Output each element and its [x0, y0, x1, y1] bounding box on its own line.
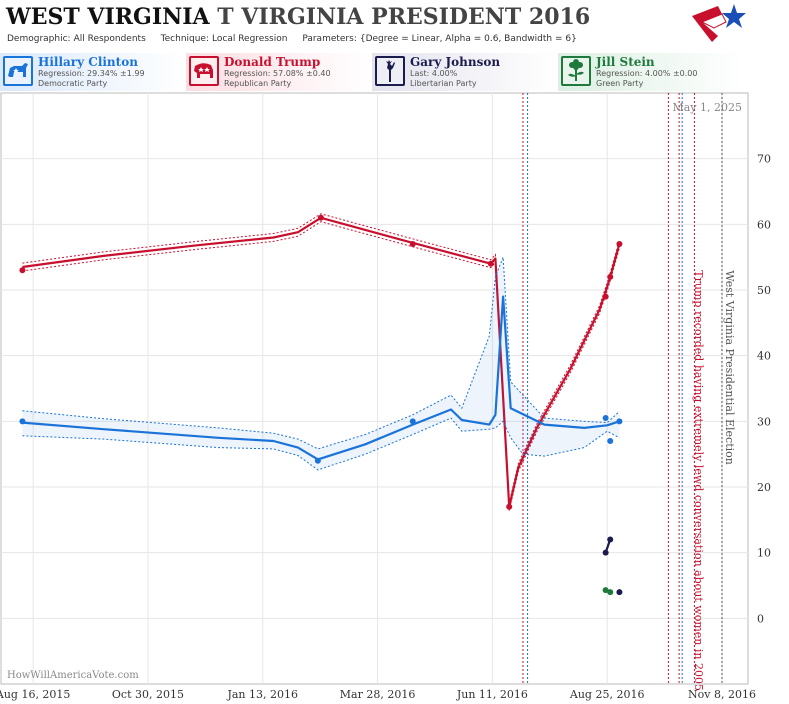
y-tick-label: 20: [757, 481, 771, 494]
data-point: [607, 438, 614, 445]
data-point: [616, 589, 623, 596]
data-point: [607, 536, 614, 543]
candidate-card-johnson[interactable]: Gary Johnson Last: 4.00% Libertarian Par…: [372, 53, 558, 91]
data-point: [607, 589, 614, 596]
candidate-card-stein[interactable]: Jill Stein Regression: 4.00% ±0.00 Green…: [558, 53, 744, 91]
data-point: [602, 293, 609, 300]
candidate-name: Donald Trump: [224, 55, 321, 69]
candidate-party: Libertarian Party: [410, 79, 477, 88]
band-lower-line: [22, 417, 620, 471]
y-tick-label: 50: [757, 284, 771, 297]
y-tick-label: 70: [757, 153, 771, 166]
data-point: [409, 418, 416, 425]
data-point: [19, 418, 26, 425]
data-point: [317, 214, 324, 221]
x-tick-label: Jun 11, 2016: [456, 688, 528, 701]
data-point: [616, 418, 623, 425]
y-tick-label: 60: [757, 218, 771, 231]
x-tick-label: Nov 8, 2016: [688, 688, 756, 701]
data-point: [409, 241, 416, 248]
param-value: {Degree = Linear, Alpha = 0.6, Bandwidth…: [359, 34, 577, 44]
confidence-band: [22, 257, 620, 470]
data-point: [19, 267, 26, 274]
candidate-stat: Last: 4.00%: [410, 69, 458, 78]
poll-chart: 0 10 20 30 40 50 60 70 Aug 16, 2015 Oct 30, 2015 J…: [0, 92, 771, 701]
param-key: Demographic:: [7, 34, 71, 44]
site-logo-icon[interactable]: [688, 2, 748, 46]
candidate-name: Jill Stein: [596, 55, 655, 69]
param-value: All Respondents: [73, 34, 146, 44]
data-point: [314, 457, 321, 464]
page-title: WEST VIRGINIA T VIRGINIA PRESIDENT 2016: [6, 4, 590, 30]
x-tick-label: Mar 28, 2016: [340, 688, 416, 701]
x-tick-label: Jan 13, 2016: [226, 688, 298, 701]
x-tick-label: Oct 30, 2015: [112, 688, 184, 701]
liberty-icon: [375, 56, 405, 86]
flower-icon: [561, 56, 591, 86]
x-tick-label: Aug 16, 2015: [0, 688, 70, 701]
event-label: Trump recorded having extremely lewd con…: [692, 270, 705, 691]
candidate-legend: Hillary Clinton Regression: 29.34% ±1.99…: [0, 53, 789, 91]
elephant-icon: [189, 56, 219, 86]
param-key: Parameters:: [302, 34, 357, 44]
data-point: [602, 587, 609, 594]
y-tick-label: 30: [757, 415, 771, 428]
plot-area: [0, 92, 749, 685]
candidate-card-clinton[interactable]: Hillary Clinton Regression: 29.34% ±1.99…: [0, 53, 186, 91]
candidate-party: Green Party: [596, 79, 644, 88]
data-point: [602, 415, 609, 422]
candidate-name: Hillary Clinton: [38, 55, 138, 69]
candidate-stat: Regression: 57.08% ±0.40: [224, 69, 331, 78]
header: WEST VIRGINIA T VIRGINIA PRESIDENT 2016 …: [0, 0, 789, 92]
candidate-name: Gary Johnson: [410, 55, 501, 69]
date-stamp: May 1, 2025: [672, 101, 742, 114]
series-line: [22, 216, 621, 508]
series-line: [22, 295, 620, 461]
candidate-card-trump[interactable]: Donald Trump Regression: 57.08% ±0.40 Re…: [186, 53, 372, 91]
candidate-stat: Regression: 4.00% ±0.00: [596, 69, 698, 78]
data-point: [506, 503, 513, 510]
data-point: [602, 549, 609, 556]
y-tick-label: 40: [757, 350, 771, 363]
data-point: [607, 273, 614, 280]
y-tick-label: 0: [757, 612, 764, 625]
param-value: Local Regression: [212, 34, 288, 44]
data-point: [487, 260, 494, 267]
state-title: WEST VIRGINIA: [6, 4, 210, 30]
event-label: West Virginia Presidential Election: [723, 270, 736, 465]
donkey-icon: [3, 56, 33, 86]
parameters-bar: Demographic: All Respondents Technique: Lo…: [7, 34, 589, 44]
x-tick-label: Aug 25, 2016: [569, 688, 645, 701]
watermark-text: HowWillAmericaVote.com: [7, 670, 139, 681]
param-key: Technique:: [160, 34, 210, 44]
candidate-stat: Regression: 29.34% ±1.99: [38, 69, 145, 78]
candidate-party: Republican Party: [224, 79, 292, 88]
race-title: T VIRGINIA PRESIDENT 2016: [217, 4, 591, 30]
band-upper-line: [22, 213, 620, 503]
y-tick-label: 10: [757, 547, 771, 560]
data-point: [616, 241, 623, 248]
candidate-party: Democratic Party: [38, 79, 108, 88]
